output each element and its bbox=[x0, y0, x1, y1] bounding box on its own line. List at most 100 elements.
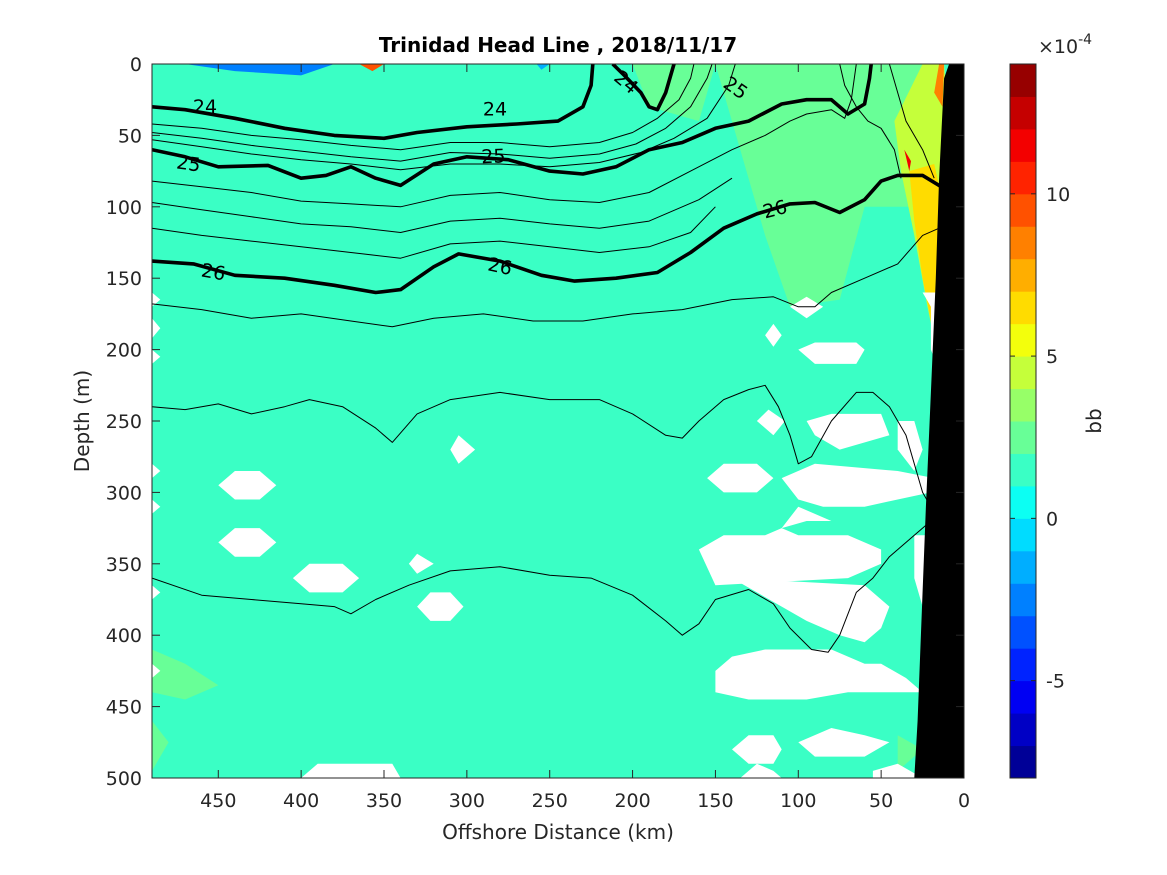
colorbar-segment bbox=[1010, 648, 1036, 682]
nodata-patch-2 bbox=[152, 349, 161, 364]
nodata-patch-16 bbox=[790, 296, 824, 319]
x-tick-label: 50 bbox=[869, 790, 893, 812]
nodata-patch-17 bbox=[798, 342, 865, 364]
colorbar-segment bbox=[1010, 485, 1036, 519]
contour-line-thin-7 bbox=[152, 64, 857, 208]
field-patch-5 bbox=[904, 149, 911, 172]
colorbar-segment bbox=[1010, 258, 1036, 292]
contour-line-thin-12 bbox=[152, 227, 940, 328]
colorbar-segment bbox=[1010, 193, 1036, 227]
nodata-patch-11 bbox=[450, 435, 476, 464]
nodata-patch-8 bbox=[218, 528, 277, 557]
field-patch-0 bbox=[715, 64, 935, 307]
nodata-patch-28 bbox=[765, 323, 782, 347]
nodata-patch-5 bbox=[152, 585, 161, 600]
colorbar-segment bbox=[1010, 64, 1036, 97]
colorbar-segment bbox=[1010, 161, 1036, 195]
contour-label-text: 24 bbox=[483, 99, 507, 121]
contour-label-4: 25 bbox=[481, 145, 506, 168]
colorbar-segment bbox=[1010, 323, 1036, 357]
nodata-patch-0 bbox=[152, 292, 161, 307]
contour-line-24 bbox=[611, 64, 676, 112]
x-axis-ticks: 450 400 350 300 250 200 150 100 50 0 bbox=[200, 64, 970, 812]
colorbar-segment bbox=[1010, 128, 1036, 162]
contour-line-thin-10 bbox=[888, 64, 935, 179]
contour-line-26 bbox=[152, 173, 952, 295]
colorbar-exponent: ×10-4 bbox=[1038, 32, 1092, 58]
contour-line-thin-11 bbox=[839, 64, 902, 179]
colorbar-segment bbox=[1010, 550, 1036, 584]
nodata-patch-22 bbox=[781, 506, 832, 529]
contour-line-24 bbox=[152, 64, 595, 141]
colorbar-segment bbox=[1010, 680, 1036, 714]
colorbar-segment bbox=[1010, 615, 1036, 649]
contour-label-0: 24 bbox=[193, 96, 217, 118]
nodata-patch-9 bbox=[292, 563, 360, 593]
y-tick-label: 400 bbox=[106, 625, 142, 647]
nodata-patch-4 bbox=[152, 499, 161, 514]
colorbar-segment bbox=[1010, 226, 1036, 260]
field-patch-6 bbox=[152, 649, 219, 700]
colorbar-segment bbox=[1010, 421, 1036, 454]
nodata-patch-23 bbox=[715, 649, 923, 700]
colorbar-segment bbox=[1010, 583, 1036, 617]
nodata-patch-14 bbox=[707, 463, 774, 493]
nodata-patch-27 bbox=[872, 763, 923, 778]
nodata-patch-21 bbox=[781, 463, 935, 507]
y-axis-ticks: 0 50 100 150 200 250 300 350 400 450 500 bbox=[106, 54, 964, 790]
contour-line-thin-4 bbox=[152, 64, 695, 151]
contour-line-thin-8 bbox=[152, 177, 733, 233]
nodata-patch-1 bbox=[152, 318, 161, 339]
contour-label-text: 24 bbox=[193, 96, 217, 118]
colorbar-frame bbox=[1009, 63, 1037, 779]
x-tick-label: 300 bbox=[449, 790, 485, 812]
nodata-patch-19 bbox=[698, 528, 882, 586]
field-patch-3 bbox=[909, 164, 945, 321]
nodata-patch-6 bbox=[152, 663, 161, 678]
colorbar-tick-label: 0 bbox=[1046, 508, 1058, 530]
y-tick-label: 150 bbox=[106, 268, 142, 290]
x-tick-label: 100 bbox=[780, 790, 816, 812]
y-tick-label: 500 bbox=[106, 768, 142, 790]
nodata-patch-25 bbox=[740, 763, 782, 778]
contour-label-text: 26 bbox=[199, 260, 227, 286]
colorbar-segment bbox=[1010, 453, 1036, 487]
bathymetry bbox=[914, 64, 964, 778]
x-tick-label: 350 bbox=[366, 790, 402, 812]
contour-line-thin-9 bbox=[152, 206, 716, 259]
colorbar-segment bbox=[1010, 388, 1036, 422]
nodata-patch-10 bbox=[408, 553, 434, 574]
colorbar-label: bb bbox=[1082, 408, 1106, 433]
nodata-patch-7 bbox=[218, 471, 277, 500]
y-tick-label: 50 bbox=[118, 125, 142, 147]
x-tick-label: 450 bbox=[200, 790, 236, 812]
density-contours bbox=[152, 64, 952, 653]
field-patches bbox=[152, 64, 951, 771]
y-tick-label: 350 bbox=[106, 554, 142, 576]
contour-label-7: 26 bbox=[486, 254, 514, 281]
contour-label-3: 25 bbox=[175, 151, 202, 176]
y-tick-label: 200 bbox=[106, 340, 142, 362]
contour-label-6: 26 bbox=[199, 260, 227, 286]
colorbar-segment bbox=[1010, 356, 1036, 390]
x-tick-label: 0 bbox=[958, 790, 970, 812]
colorbar-tick-label: 5 bbox=[1046, 346, 1058, 368]
y-tick-label: 300 bbox=[106, 482, 142, 504]
contour-line-thin-14 bbox=[152, 520, 932, 653]
colorbar-segment bbox=[1010, 518, 1036, 552]
colorbar-segment bbox=[1010, 713, 1036, 747]
y-tick-label: 100 bbox=[106, 197, 142, 219]
chart-title: Trinidad Head Line , 2018/11/17 bbox=[379, 33, 737, 57]
contour-label-text: 26 bbox=[486, 254, 514, 281]
contour-label-1: 24 bbox=[483, 99, 507, 121]
nodata-patch-26 bbox=[798, 728, 890, 757]
nodata-patch-31 bbox=[897, 421, 923, 471]
colorbar-segment bbox=[1010, 745, 1036, 779]
plot-area bbox=[152, 64, 964, 778]
x-tick-label: 150 bbox=[697, 790, 733, 812]
x-tick-label: 250 bbox=[532, 790, 568, 812]
field-patch-8 bbox=[897, 735, 923, 771]
colorbar-segment bbox=[1010, 291, 1036, 325]
contour-line-thin-13 bbox=[152, 384, 932, 507]
